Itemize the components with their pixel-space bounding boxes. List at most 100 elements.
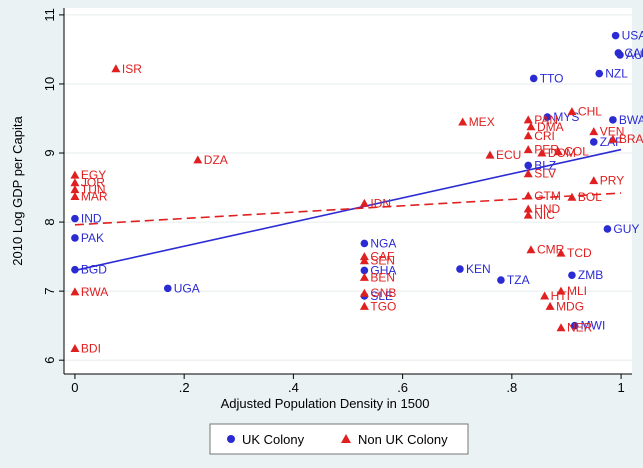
legend-uk-label: UK Colony [242,432,305,447]
axes: 6 7 8 9 10 11 0 .2 .4 .6 .8 1 [42,8,632,395]
legend-uk-marker [227,435,235,443]
point-label: NGA [370,236,396,250]
nonuk-point [537,148,547,157]
point-label: ZMB [578,268,603,282]
uk-fit-line [74,148,622,272]
uk-point [163,284,172,293]
nonuk-point [589,127,599,136]
x-tick-label: 0 [71,380,78,395]
nonuk-point [567,192,577,201]
uk-point [456,265,464,273]
point-label: CHL [578,105,602,119]
y-tick-label: 7 [42,288,57,295]
uk-point [603,225,612,233]
point-label: IDN [370,196,391,210]
uk-point [616,51,624,59]
nonuk-point [70,287,80,296]
uk-point [543,113,552,121]
point-label: GTM [534,189,561,203]
nonuk-point [70,170,80,179]
uk-point [570,321,579,330]
nonuk-point [359,252,369,261]
nonuk-point [359,272,369,281]
x-tick-label: .6 [397,380,408,395]
nonuk-point [567,107,577,116]
point-label: SLV [534,167,556,181]
point-label: NER [567,321,593,335]
y-tick-label: 9 [42,149,57,156]
uk-point [589,138,598,146]
point-label: BGD [81,263,107,277]
nonuk-point [70,178,80,187]
nonuk-point [523,210,533,219]
nonuk-point [193,155,203,164]
point-label: MWI [581,319,606,333]
x-tick-label: .2 [179,380,190,395]
point-label: PAK [81,231,104,245]
nonuk-point [359,288,369,297]
point-label: BEN [370,270,395,284]
nonuk-point [553,147,563,156]
point-label: TUN [81,183,106,197]
point-label: JOR [81,176,105,190]
nonuk-point [359,301,369,310]
point-label: SEN [370,254,395,268]
uk-point [568,271,576,280]
uk-point [609,116,617,124]
point-label: TZA [507,273,530,287]
uk-point [529,74,538,83]
nonuk-point [458,117,468,126]
point-label: TCD [567,246,592,260]
point-label: DMA [537,120,564,134]
point-label: ISR [122,62,142,76]
point-label: KEN [466,262,491,276]
point-label: PRY [600,174,624,188]
uk-point [71,214,79,223]
uk-point [360,266,369,275]
point-label: GNB [370,286,396,300]
point-label: MLI [567,284,587,298]
nonuk-point [523,169,533,178]
legend-nonuk-marker [341,434,351,443]
point-label: VEN [600,125,625,139]
point-label: MAR [81,190,108,204]
y-axis-title: 2010 Log GDP per Capita [10,116,25,266]
point-label: NZL [605,67,628,81]
plot-area [64,8,632,374]
nonuk-point [111,64,121,73]
nonuk-point [523,115,533,124]
nonuk-point [608,134,618,143]
x-axis-title: Adjusted Population Density in 1500 [221,396,430,411]
nonuk-point [523,204,533,213]
point-label: BDI [81,341,101,355]
point-label: HTI [551,289,570,303]
nonuk-point [556,323,566,332]
point-label: BOL [578,190,602,204]
nonuk-point [523,191,533,200]
point-label: DOM [548,146,576,160]
point-label: RWA [81,285,108,299]
nonuk-point [359,256,369,265]
nonuk-point [540,291,550,300]
nonuk-point [70,343,80,352]
data-points: USACANAUSNZLTTOMYSBWAZAFBLZGUYINDPAKBGDU… [70,29,643,355]
point-label: TGO [370,299,396,313]
point-label: AUS [626,48,643,62]
y-tick-label: 10 [42,77,57,91]
point-label: PAN [534,113,558,127]
x-tick-label: .8 [506,380,517,395]
nonuk-point [485,150,495,159]
point-label: DZA [204,153,228,167]
point-label: TTO [540,71,564,85]
uk-point [497,276,505,284]
point-label: GUY [613,222,639,236]
uk-point [611,31,620,40]
point-label: GHA [370,263,396,277]
gridlines [64,14,632,361]
nonuk-point [70,192,80,201]
x-tick-label: .4 [288,380,299,395]
point-label: CRI [534,129,555,143]
nonuk-point [70,185,80,194]
uk-point [595,69,604,78]
